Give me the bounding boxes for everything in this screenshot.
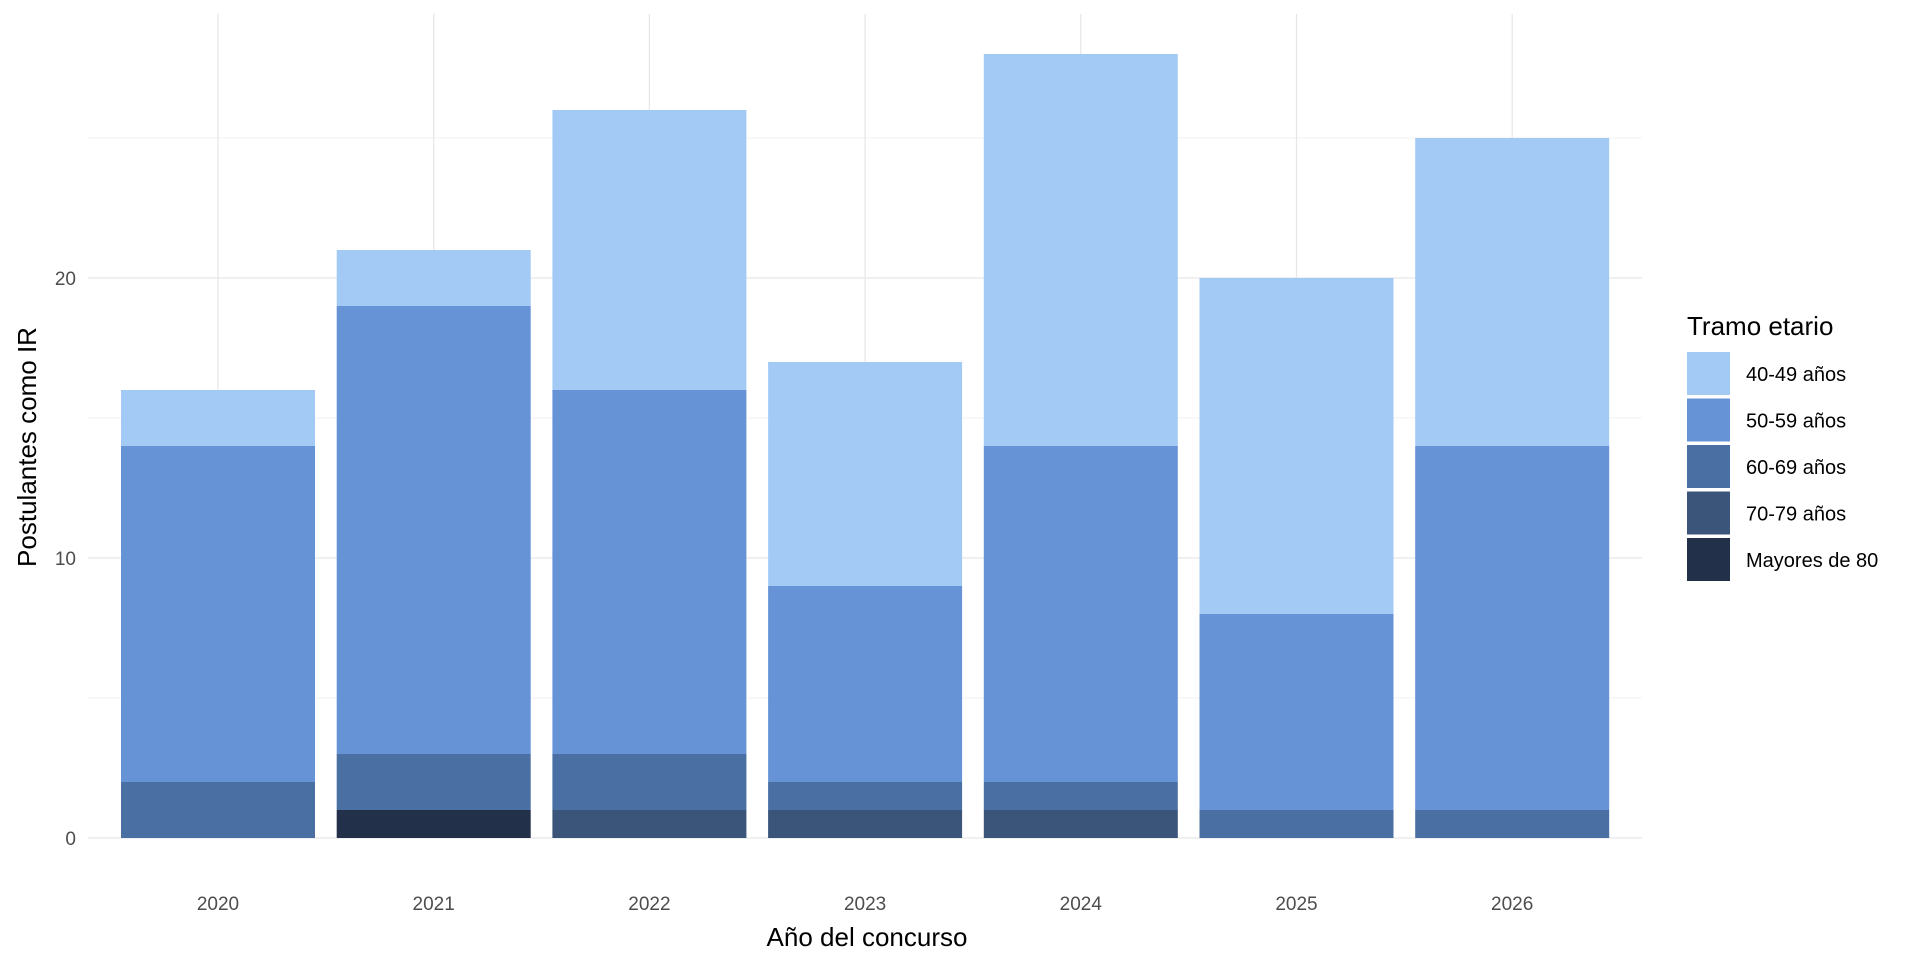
- bar-segment-2026-50-59-años: 50-59 años: 13: [1415, 446, 1610, 810]
- bar-segment-2024-50-59-años: 50-59 años: 12: [983, 446, 1178, 782]
- y-axis-ticks: 0 10 20: [55, 269, 76, 850]
- bar-segment-2022-60-69-años: 60-69 años: 2: [552, 754, 747, 810]
- legend-items: 40-49 años 50-59 años 60-69 años 70-79 años…: [1687, 352, 1878, 581]
- legend: Tramo etario 40-49 años 50-59 años 60-69 a…: [1687, 311, 1878, 581]
- x-tick-label: 2023: [844, 894, 886, 915]
- legend-label: 50-59 años: [1746, 411, 1846, 433]
- y-tick-label: 0: [65, 829, 76, 850]
- bar-segment-2021-50-59-años: 50-59 años: 16: [336, 306, 531, 754]
- bar-segment-2021-60-69-años: 60-69 años: 2: [336, 754, 531, 810]
- legend-label: Mayores de 80: [1746, 550, 1878, 572]
- bar-segment-2020-50-59-años: 50-59 años: 12: [121, 446, 315, 782]
- bar-segment-2023-40-49-años: 40-49 años: 8: [768, 362, 963, 586]
- bar-segment-2020-40-49-años: 40-49 años: 2: [121, 390, 315, 446]
- bar-segment-2024-60-69-años: 60-69 años: 1: [983, 782, 1178, 810]
- legend-title: Tramo etario: [1687, 311, 1833, 341]
- bar-segment-2025-40-49-años: 40-49 años: 12: [1199, 278, 1394, 614]
- bar-segment-2024-70-79-años: 70-79 años: 1: [983, 810, 1178, 838]
- legend-swatch: [1687, 352, 1730, 395]
- x-tick-label: 2020: [197, 894, 239, 915]
- legend-label: 60-69 años: [1746, 457, 1846, 479]
- bar-segment-2021-mayores-de-80: Mayores de 80: 1: [336, 810, 531, 838]
- legend-swatch: [1687, 491, 1730, 535]
- x-tick-label: 2022: [628, 894, 670, 915]
- x-tick-label: 2025: [1275, 894, 1317, 915]
- x-tick-label: 2021: [413, 894, 455, 915]
- bar-segment-2025-60-69-años: 60-69 años: 1: [1199, 810, 1394, 838]
- bar-segment-2023-70-79-años: 70-79 años: 1: [768, 810, 963, 838]
- x-tick-label: 2026: [1491, 894, 1533, 915]
- legend-swatch: [1687, 398, 1730, 442]
- bar-segment-2024-40-49-años: 40-49 años: 14: [983, 54, 1178, 446]
- y-tick-label: 10: [55, 549, 76, 570]
- bar-segment-2026-40-49-años: 40-49 años: 11: [1415, 138, 1610, 446]
- bar-segment-2020-60-69-años: 60-69 años: 2: [121, 782, 315, 838]
- bar-segment-2022-40-49-años: 40-49 años: 10: [552, 110, 747, 390]
- bar-segment-2023-60-69-años: 60-69 años: 1: [768, 782, 963, 810]
- legend-swatch: [1687, 538, 1730, 581]
- bar-segment-2021-40-49-años: 40-49 años: 2: [336, 250, 531, 306]
- y-tick-label: 20: [55, 269, 76, 290]
- y-axis-title: Postulantes como IR: [12, 327, 42, 567]
- legend-swatch: [1687, 445, 1730, 488]
- legend-label: 70-79 años: [1746, 504, 1846, 526]
- bar-segment-2022-70-79-años: 70-79 años: 1: [552, 810, 747, 838]
- bar-segment-2023-50-59-años: 50-59 años: 7: [768, 586, 963, 782]
- legend-label: 40-49 años: [1746, 364, 1846, 386]
- x-tick-label: 2024: [1060, 894, 1103, 915]
- bar-segment-2022-50-59-años: 50-59 años: 13: [552, 390, 747, 754]
- x-axis-ticks: 2020 2021 2022 2023 2024 2025 2026: [197, 894, 1533, 915]
- bar-segment-2026-60-69-años: 60-69 años: 1: [1415, 810, 1610, 838]
- bar-segment-2025-50-59-años: 50-59 años: 7: [1199, 614, 1394, 810]
- bars: 60-69 años: 250-59 años: 1240-49 años: 2…: [121, 54, 1610, 838]
- x-axis-title: Año del concurso: [767, 922, 968, 952]
